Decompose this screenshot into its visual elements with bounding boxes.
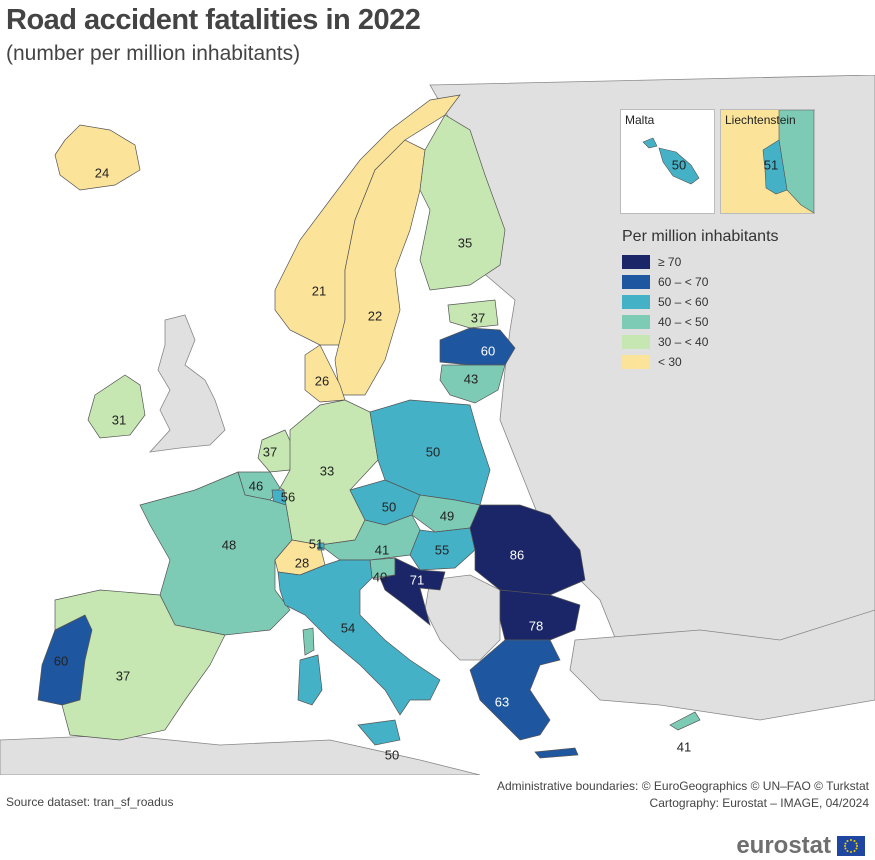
land-turkey <box>569 609 875 721</box>
region-romania <box>469 504 586 596</box>
legend-item: ≥ 70 <box>622 252 779 272</box>
value-label-spain: 37 <box>116 668 130 683</box>
value-label-denmark: 26 <box>315 373 329 388</box>
region-bulgaria <box>499 589 581 641</box>
legend-swatch <box>622 255 650 269</box>
eurostat-logo: eurostat <box>736 832 865 860</box>
value-label-cyprus: 41 <box>677 739 691 754</box>
value-label-austria: 41 <box>375 542 389 557</box>
value-label-sweden: 22 <box>368 308 382 323</box>
malta-inset-title: Malta <box>625 113 655 127</box>
region-greece <box>469 639 561 741</box>
value-label-netherlands: 37 <box>263 444 277 459</box>
value-label-bulgaria: 78 <box>529 618 543 633</box>
region-corsica <box>302 627 315 656</box>
source-dataset: Source dataset: tran_sf_roadus <box>6 795 174 809</box>
legend-swatch <box>622 295 650 309</box>
malta-inset-map: 50 <box>642 137 700 185</box>
value-label-italy: 54 <box>341 620 355 635</box>
region-latvia <box>439 327 516 366</box>
legend-swatch <box>622 335 650 349</box>
legend-item: 40 – < 50 <box>622 312 779 332</box>
malta-inset-value: 50 <box>672 157 686 172</box>
value-label-norway: 21 <box>312 283 326 298</box>
region-sicily <box>357 719 401 746</box>
region-estonia <box>447 299 499 329</box>
legend-label: 50 – < 60 <box>658 295 709 309</box>
credits-boundaries: Administrative boundaries: © EuroGeograp… <box>496 779 869 793</box>
credits-cartography: Cartography: Eurostat – IMAGE, 04/2024 <box>649 796 869 810</box>
region-sardinia <box>297 654 323 706</box>
value-label-czechia: 50 <box>382 499 396 514</box>
region-cyprus <box>669 711 701 731</box>
legend-swatch <box>622 315 650 329</box>
value-label-iceland: 24 <box>95 165 109 180</box>
value-label-poland: 50 <box>426 444 440 459</box>
value-label-germany: 33 <box>320 463 334 478</box>
region-lithuania <box>439 364 506 404</box>
region-denmark <box>304 344 346 403</box>
liechtenstein-inset-title: Liechtenstein <box>725 113 796 127</box>
value-label-slovakia: 49 <box>440 508 454 523</box>
legend-label: < 30 <box>658 355 682 369</box>
liechtenstein-inset: 51 Liechtenstein <box>720 109 815 214</box>
region-finland <box>419 114 506 291</box>
value-label-slovenia: 40 <box>373 569 387 584</box>
legend-label: 30 – < 40 <box>658 335 709 349</box>
credits: Administrative boundaries: © EuroGeograp… <box>497 778 869 812</box>
value-label-lithuania: 43 <box>464 371 478 386</box>
region-iceland <box>54 124 141 191</box>
value-label-estonia: 37 <box>471 310 485 325</box>
land-north-africa <box>0 734 481 775</box>
region-croatia <box>379 557 446 626</box>
legend-swatch <box>622 275 650 289</box>
region-sweden <box>334 139 426 396</box>
value-label-hungary: 55 <box>435 542 449 557</box>
region-france <box>139 471 293 636</box>
value-label-ireland: 31 <box>112 412 126 427</box>
value-label-finland: 35 <box>458 235 472 250</box>
map-title: Road accident fatalities in 2022 <box>6 4 421 36</box>
map-subtitle: (number per million inhabitants) <box>6 42 301 65</box>
legend-item: 60 – < 70 <box>622 272 779 292</box>
legend-label: 60 – < 70 <box>658 275 709 289</box>
land-balkans <box>424 574 501 661</box>
legend-swatch <box>622 355 650 369</box>
legend-label: 40 – < 50 <box>658 315 709 329</box>
region-liechtenstein <box>317 542 325 551</box>
liechtenstein-inset-map: 51 <box>762 110 814 213</box>
value-label-malta: 50 <box>385 747 399 762</box>
liechtenstein-inset-value: 51 <box>764 157 778 172</box>
value-label-switzerland: 28 <box>295 555 309 570</box>
legend-item: < 30 <box>622 352 779 372</box>
legend-item: 30 – < 40 <box>622 332 779 352</box>
legend: Per million inhabitants ≥ 70 60 – < 70 5… <box>622 228 779 372</box>
eu-flag-icon <box>837 836 865 856</box>
region-ireland <box>87 374 146 439</box>
region-crete <box>534 747 579 759</box>
value-label-luxembourg: 56 <box>281 489 295 504</box>
legend-item: 50 – < 60 <box>622 292 779 312</box>
logo-text: eurostat <box>736 832 831 859</box>
value-label-greece: 63 <box>495 694 509 709</box>
region-spain <box>54 589 226 741</box>
value-label-liechtenstein: 51 <box>309 536 323 551</box>
malta-inset: Malta 50 <box>620 109 715 214</box>
value-label-portugal: 60 <box>54 653 68 668</box>
region-italy <box>277 559 441 716</box>
legend-label: ≥ 70 <box>658 255 682 269</box>
value-label-france: 48 <box>222 537 236 552</box>
legend-title: Per million inhabitants <box>622 228 779 245</box>
value-label-romania: 86 <box>510 547 524 562</box>
value-label-belgium: 46 <box>249 478 263 493</box>
value-label-croatia: 71 <box>410 572 424 587</box>
value-label-latvia: 60 <box>481 343 495 358</box>
land-uk <box>148 314 226 453</box>
